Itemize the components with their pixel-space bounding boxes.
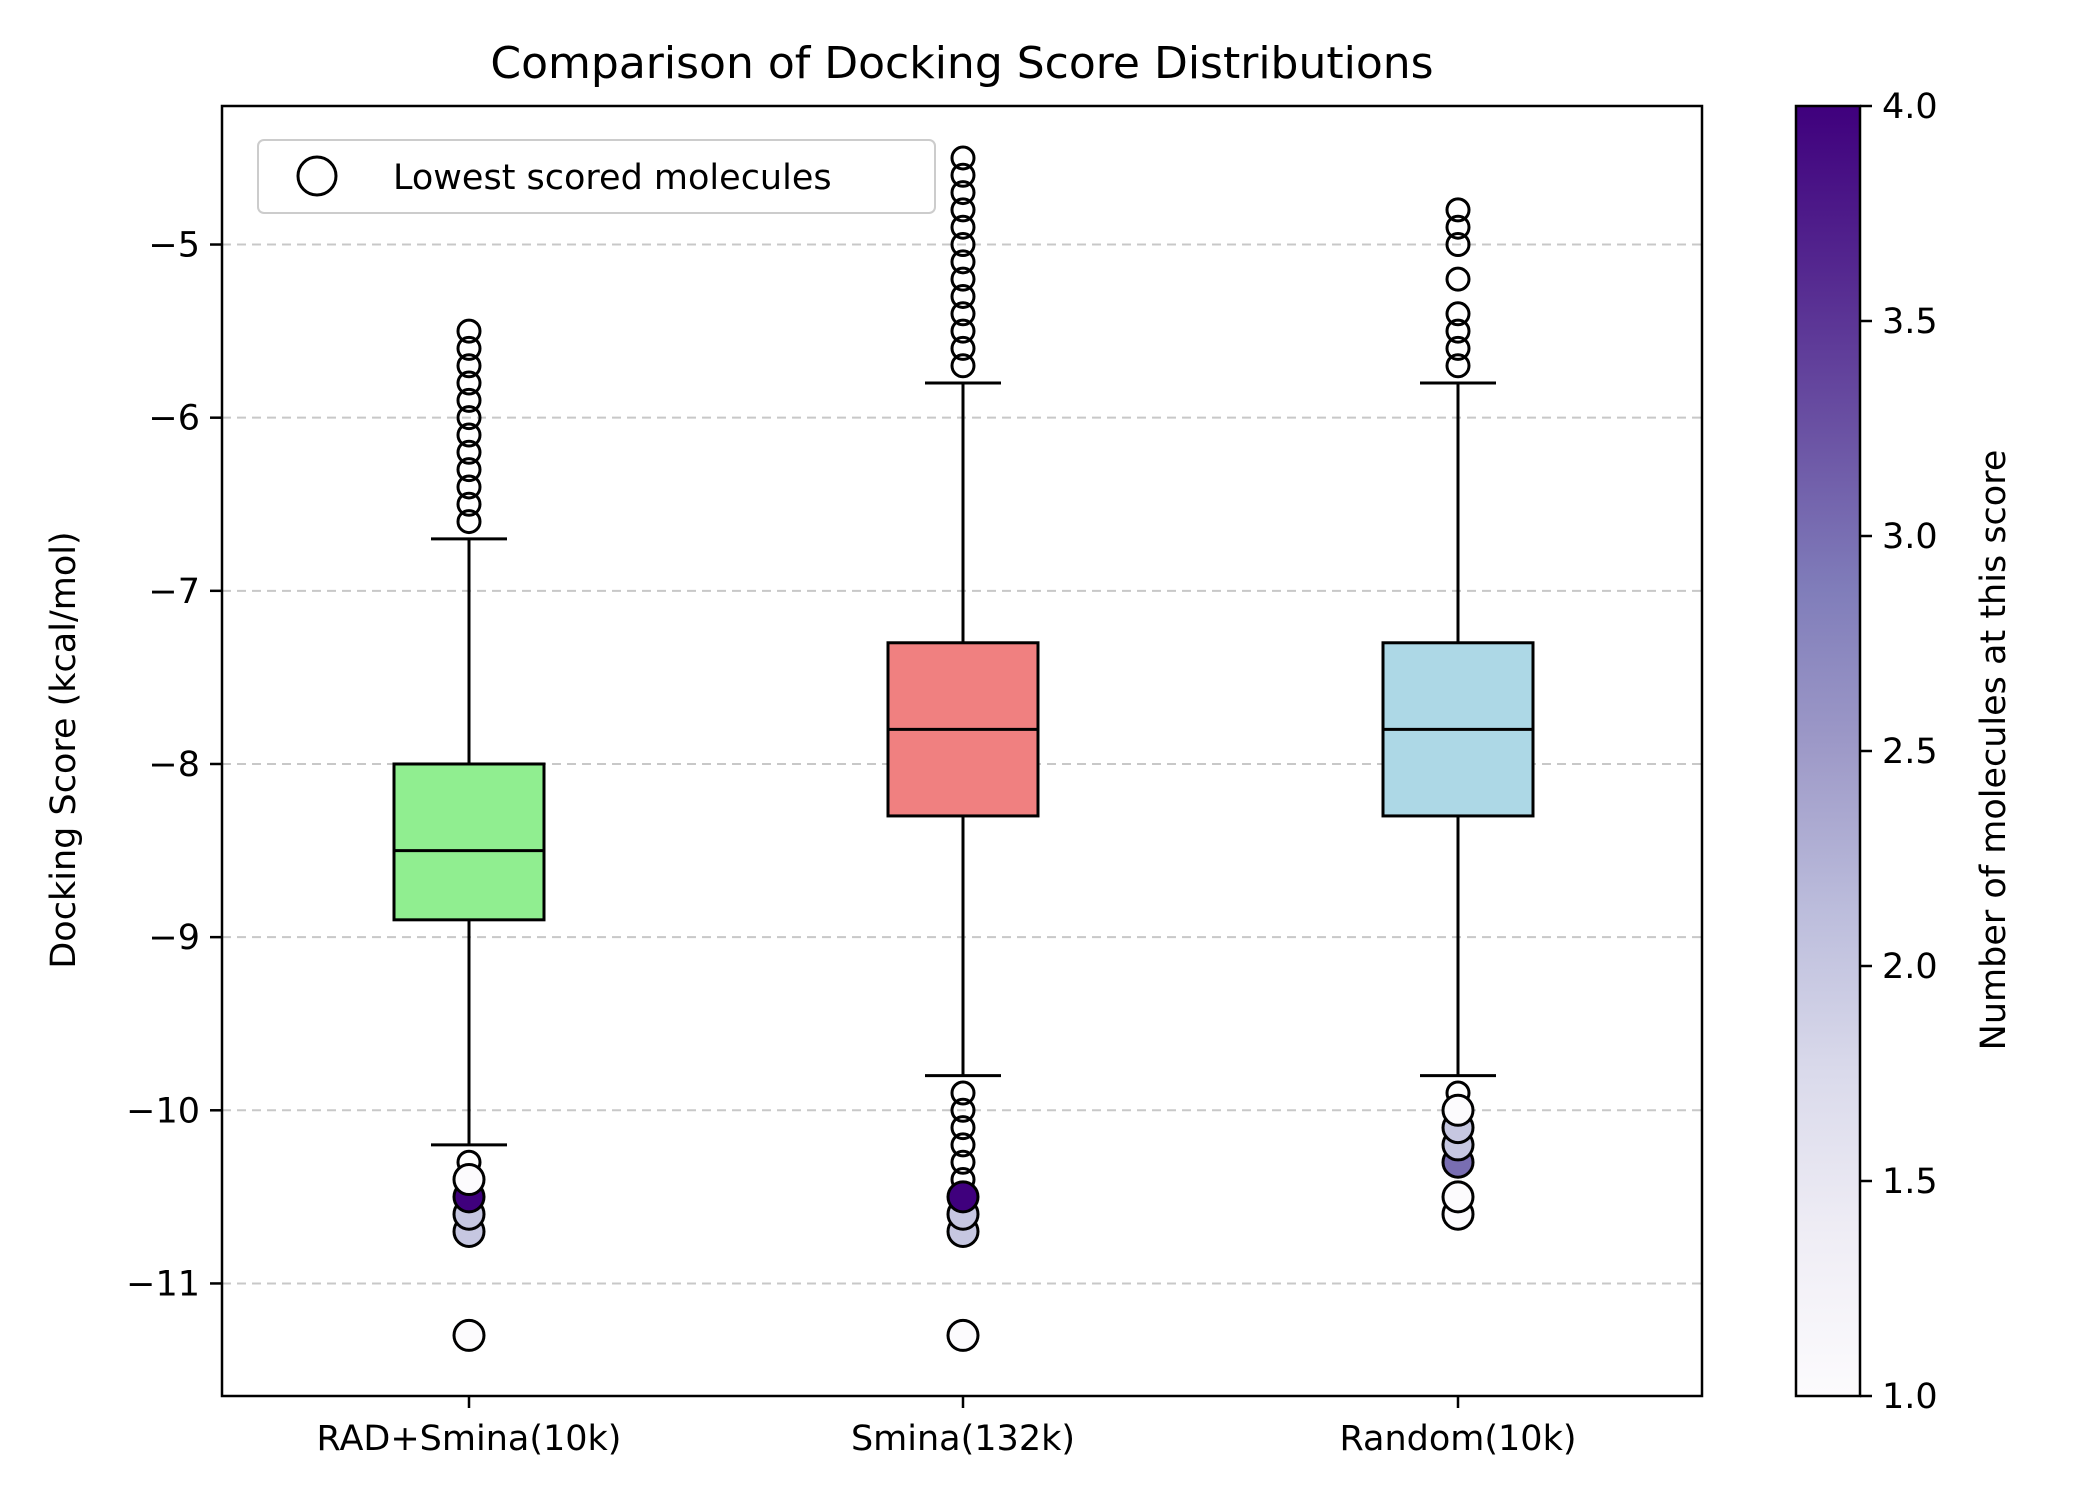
outlier-point	[456, 474, 482, 500]
outlier-point	[456, 370, 482, 396]
outlier-point	[1445, 301, 1471, 327]
outlier-point	[1445, 232, 1471, 258]
colorbar-tick-label: 3.0	[1882, 517, 1938, 557]
legend-label: Lowest scored molecules	[393, 158, 832, 198]
outlier-point	[950, 266, 976, 292]
outlier-point	[456, 335, 482, 361]
lowest-scored-point	[946, 1318, 980, 1352]
colorbar-tick-label: 1.5	[1882, 1162, 1938, 1202]
outlier-point	[950, 214, 976, 240]
x-tick-label: Random(10k)	[1339, 1419, 1576, 1459]
chart-title: Comparison of Docking Score Distribution…	[490, 38, 1433, 89]
outlier-point	[456, 353, 482, 379]
outlier-point	[950, 1149, 976, 1175]
legend: Lowest scored molecules	[257, 139, 936, 214]
box-plots	[392, 145, 1535, 1352]
colorbar: 1.0 1.5 2.0 2.5 3.0 3.5 4.0	[1794, 87, 1938, 1417]
outlier-point	[950, 1115, 976, 1141]
legend-marker	[296, 155, 338, 197]
outlier-point	[950, 301, 976, 327]
outlier-point	[456, 509, 482, 535]
outlier-point	[456, 491, 482, 517]
x-tick-label: RAD+Smina(10k)	[317, 1419, 622, 1459]
outlier-point	[456, 422, 482, 448]
outlier-point	[1445, 335, 1471, 361]
x-tick-label: Smina(132k)	[851, 1419, 1075, 1459]
colorbar-tick-label: 1.0	[1882, 1377, 1938, 1417]
y-tick-label: −7	[148, 572, 200, 612]
legend-box	[257, 139, 936, 214]
outlier-point	[950, 162, 976, 188]
box	[392, 762, 546, 922]
y-tick-label: −5	[148, 226, 200, 266]
outlier-point	[456, 318, 482, 344]
outlier-point	[950, 180, 976, 206]
outlier-point	[950, 1080, 976, 1106]
outlier-point	[950, 353, 976, 379]
colorbar-label: Number of molecules at this score	[1974, 450, 2014, 1051]
colorbar-tick-label: 3.5	[1882, 302, 1938, 342]
lowest-scored-point	[452, 1318, 486, 1352]
x-axis: RAD+Smina(10k) Smina(132k) Random(10k)	[317, 1396, 1577, 1459]
colorbar-gradient	[1794, 104, 1862, 1398]
colorbar-tick-label: 2.0	[1882, 947, 1938, 987]
outlier-point	[950, 1097, 976, 1123]
outlier-point	[950, 318, 976, 344]
outlier-point	[950, 197, 976, 223]
outlier-point	[950, 1132, 976, 1158]
lowest-scored-point	[946, 1180, 980, 1214]
outlier-point	[950, 249, 976, 275]
y-tick-label: −6	[148, 399, 200, 439]
outlier-point	[1445, 214, 1471, 240]
outlier-point	[950, 283, 976, 309]
outlier-point	[456, 439, 482, 465]
outlier-point	[950, 232, 976, 258]
outlier-point	[1445, 353, 1471, 379]
y-tick-label: −11	[126, 1264, 200, 1304]
outlier-point	[456, 387, 482, 413]
lowest-scored-point	[1441, 1093, 1475, 1127]
colorbar-tick-label: 2.5	[1882, 732, 1938, 772]
lowest-scored-point	[1441, 1180, 1475, 1214]
y-tick-label: −10	[126, 1091, 200, 1131]
outlier-point	[456, 457, 482, 483]
outlier-point	[456, 405, 482, 431]
lowest-scored-point	[452, 1163, 486, 1197]
colorbar-tick-label: 4.0	[1882, 87, 1938, 127]
y-tick-label: −9	[148, 918, 200, 958]
outlier-point	[950, 145, 976, 171]
y-axis-label: Docking Score (kcal/mol)	[44, 531, 84, 968]
outlier-point	[1445, 318, 1471, 344]
outlier-point	[950, 335, 976, 361]
y-tick-label: −8	[148, 745, 200, 785]
y-axis: −11 −10 −9 −8 −7 −6 −5	[126, 226, 222, 1304]
outlier-point	[1445, 197, 1471, 223]
outlier-point	[1445, 266, 1471, 292]
